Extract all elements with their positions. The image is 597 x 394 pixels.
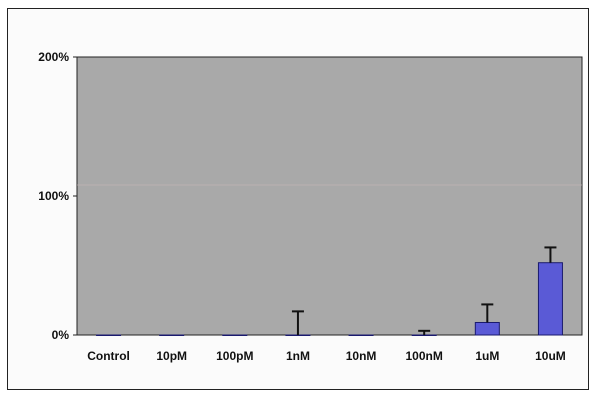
bar-100nm [411, 334, 437, 336]
x-tick-label: 100pM [216, 349, 253, 363]
error-bars-layer [291, 246, 557, 335]
y-tick-label: 0% [52, 328, 70, 342]
x-tick-label: 10nM [346, 349, 377, 363]
y-axis: 0% 100% 200% [38, 50, 77, 342]
x-axis: Control 10pM 100pM 1nM 10nM 100nM 1uM 10uM [87, 349, 566, 363]
bar-10pm [159, 334, 185, 336]
plot-area [76, 56, 583, 336]
x-tick-label: Control [87, 349, 130, 363]
x-tick-label: 10pM [156, 349, 187, 363]
bar-100pm [222, 334, 248, 336]
bar-10nm [348, 334, 374, 336]
x-tick-label: 1uM [475, 349, 499, 363]
bar-1nm [285, 334, 311, 336]
bar-control [96, 334, 122, 336]
y-tick-label: 200% [38, 50, 69, 64]
bar-10um [537, 262, 563, 336]
y-tick-label: 100% [38, 189, 69, 203]
x-tick-label: 100nM [406, 349, 443, 363]
x-tick-label: 1nM [286, 349, 310, 363]
x-tick-label: 10uM [535, 349, 566, 363]
bars-layer [96, 262, 563, 336]
bar-1um [474, 321, 500, 336]
